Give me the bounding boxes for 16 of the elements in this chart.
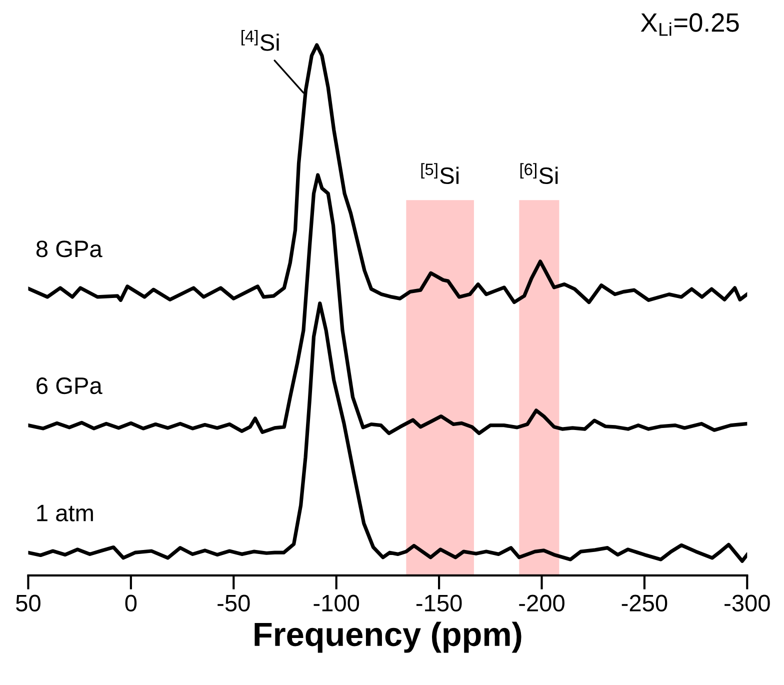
series-label: 1 atm	[37, 504, 93, 522]
x-tick-label: -150	[416, 594, 462, 612]
series-label: 8 GPa	[36, 240, 102, 258]
series-label: 6 GPa	[36, 377, 102, 394]
x-tick-label: -100	[314, 594, 360, 612]
x-tick-label: -250	[622, 594, 668, 612]
x-tick-label: -200	[519, 594, 564, 612]
x-tick-label: 0	[125, 594, 137, 612]
x-tick-label: -300	[724, 594, 770, 612]
x-tick-label: -50	[218, 594, 250, 612]
band-label: $^{[6]}$Si	[520, 163, 558, 184]
x-tick-label: 50	[16, 594, 40, 612]
text: X$_{Li}$=0.25	[640, 13, 739, 36]
annotation: $^{[4]}$Si	[242, 30, 279, 51]
x-axis-title: Frequency (ppm)	[254, 622, 522, 653]
band-label: $^{[5]}$Si	[421, 163, 458, 184]
